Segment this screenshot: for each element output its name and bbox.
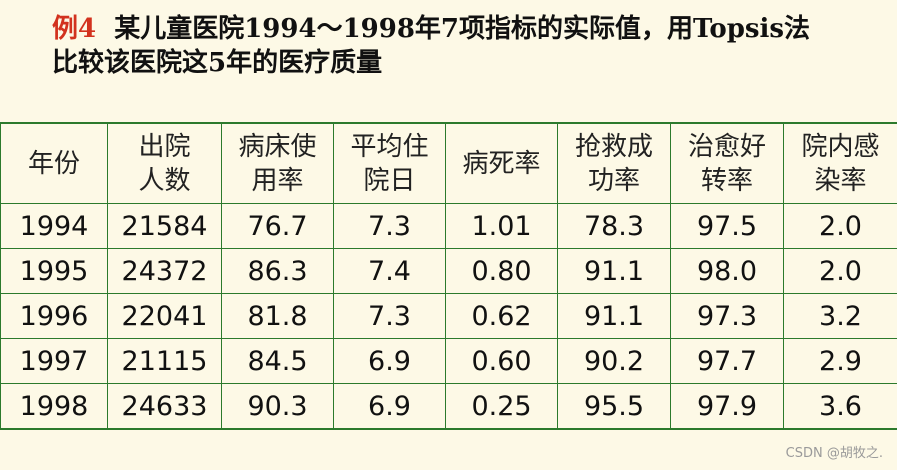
table-row: 1995 24372 86.3 7.4 0.80 91.1 98.0 2.0	[0, 248, 897, 294]
value-cell: 97.5	[670, 203, 784, 249]
column-header-line: 人数	[138, 165, 191, 196]
value-cell: 81.8	[221, 293, 334, 339]
year-cell: 1995	[0, 248, 108, 294]
column-header: 平均住 院日	[333, 122, 446, 204]
column-header-line: 年份	[27, 148, 80, 179]
value-cell: 98.0	[670, 248, 784, 294]
value-cell: 78.3	[557, 203, 671, 249]
table-row: 1997 21115 84.5 6.9 0.60 90.2 97.7 2.9	[0, 338, 897, 384]
value-cell: 7.3	[333, 293, 446, 339]
column-header-line: 平均住	[350, 131, 429, 162]
column-header-line: 功率	[587, 165, 640, 196]
column-header-line: 院内感	[801, 131, 880, 162]
year-cell: 1996	[0, 293, 108, 339]
title-line-1: 例4 某儿童医院1994～1998年7项指标的实际值，用Topsis法	[52, 12, 882, 46]
watermark: CSDN @胡牧之.	[785, 446, 883, 461]
title-line-2: 比较该医院这5年的医疗质量	[52, 48, 383, 78]
value-cell: 86.3	[221, 248, 334, 294]
table-row: 1996 22041 81.8 7.3 0.62 91.1 97.3 3.2	[0, 293, 897, 339]
value-cell: 2.0	[783, 203, 897, 249]
year-cell: 1997	[0, 338, 108, 384]
value-cell: 3.6	[783, 383, 897, 430]
column-header: 病床使 用率	[221, 122, 334, 204]
column-header: 出院 人数	[107, 122, 222, 204]
value-cell: 2.9	[783, 338, 897, 384]
value-cell: 6.9	[333, 338, 446, 384]
value-cell: 91.1	[557, 293, 671, 339]
column-header-line: 病床使	[238, 131, 317, 162]
slide-title: 例4 某儿童医院1994～1998年7项指标的实际值，用Topsis法 比较该医…	[52, 12, 882, 80]
value-cell: 24633	[107, 383, 222, 430]
value-cell: 91.1	[557, 248, 671, 294]
column-header: 治愈好 转率	[670, 122, 784, 204]
value-cell: 7.4	[333, 248, 446, 294]
value-cell: 3.2	[783, 293, 897, 339]
value-cell: 6.9	[333, 383, 446, 430]
value-cell: 24372	[107, 248, 222, 294]
value-cell: 2.0	[783, 248, 897, 294]
value-cell: 0.80	[445, 248, 558, 294]
column-header-line: 治愈好	[687, 131, 766, 162]
table-header-row: 年份 出院 人数 病床使 用率 平均住 院日 病死率 抢救成 功率 治愈好 转率 院内感 染率	[0, 122, 897, 204]
value-cell: 97.3	[670, 293, 784, 339]
value-cell: 90.3	[221, 383, 334, 430]
value-cell: 95.5	[557, 383, 671, 430]
year-cell: 1998	[0, 383, 108, 430]
column-header: 抢救成 功率	[557, 122, 671, 204]
value-cell: 21115	[107, 338, 222, 384]
column-header-line: 院日	[363, 165, 416, 196]
column-header: 院内感 染率	[783, 122, 897, 204]
title-text-1: 某儿童医院1994～1998年7项指标的实际值，用Topsis法	[114, 14, 811, 44]
value-cell: 76.7	[221, 203, 334, 249]
indicator-table: 年份 出院 人数 病床使 用率 平均住 院日 病死率 抢救成 功率 治愈好 转率 院内感 染率 1994 2…	[0, 122, 897, 430]
column-header-line: 转率	[700, 165, 753, 196]
value-cell: 0.60	[445, 338, 558, 384]
value-cell: 97.7	[670, 338, 784, 384]
table-body: 1994 21584 76.7 7.3 1.01 78.3 97.5 2.0 1995 24372…	[0, 203, 897, 430]
value-cell: 0.25	[445, 383, 558, 430]
value-cell: 84.5	[221, 338, 334, 384]
column-header-line: 病死率	[462, 148, 541, 179]
value-cell: 90.2	[557, 338, 671, 384]
column-header-line: 出院	[138, 131, 191, 162]
column-header-line: 染率	[814, 165, 867, 196]
value-cell: 1.01	[445, 203, 558, 249]
value-cell: 0.62	[445, 293, 558, 339]
column-header-line: 用率	[251, 165, 304, 196]
column-header-line: 抢救成	[574, 131, 653, 162]
column-header: 年份	[0, 122, 108, 204]
value-cell: 7.3	[333, 203, 446, 249]
example-number: 例4	[52, 14, 97, 44]
table-row: 1994 21584 76.7 7.3 1.01 78.3 97.5 2.0	[0, 203, 897, 249]
column-header: 病死率	[445, 122, 558, 204]
year-cell: 1994	[0, 203, 108, 249]
value-cell: 21584	[107, 203, 222, 249]
value-cell: 97.9	[670, 383, 784, 430]
table-row: 1998 24633 90.3 6.9 0.25 95.5 97.9 3.6	[0, 383, 897, 430]
value-cell: 22041	[107, 293, 222, 339]
